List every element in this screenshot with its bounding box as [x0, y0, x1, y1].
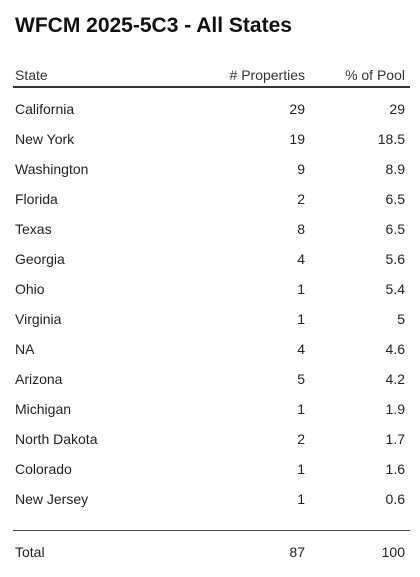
total-label: Total — [15, 544, 45, 560]
cell-state: Arizona — [15, 371, 63, 387]
header-divider — [13, 86, 410, 88]
table-row: New Jersey 1 0.6 — [13, 484, 410, 514]
cell-pct-pool: 8.9 — [385, 161, 405, 177]
column-header-pct-pool: % of Pool — [345, 67, 405, 83]
cell-state: New Jersey — [15, 491, 89, 507]
column-header-properties: # Properties — [229, 67, 305, 83]
table-row: Virginia 1 5 — [13, 304, 410, 334]
table-row: Washington 9 8.9 — [13, 154, 410, 184]
cell-state: Ohio — [15, 281, 45, 297]
total-properties: 87 — [289, 544, 305, 560]
cell-pct-pool: 1.7 — [385, 431, 405, 447]
total-row: Total 87 100 — [13, 537, 410, 567]
column-header-state: State — [15, 67, 48, 83]
table-row: NA 4 4.6 — [13, 334, 410, 364]
cell-state: NA — [15, 341, 35, 357]
cell-pct-pool: 4.2 — [385, 371, 405, 387]
cell-state: Washington — [15, 161, 89, 177]
cell-properties: 8 — [297, 221, 305, 237]
total-pct: 100 — [381, 544, 405, 560]
cell-state: Michigan — [15, 401, 72, 417]
cell-pct-pool: 5.6 — [385, 251, 405, 267]
cell-state: Georgia — [15, 251, 65, 267]
cell-pct-pool: 6.5 — [385, 191, 405, 207]
table-spacer — [13, 514, 410, 530]
cell-pct-pool: 5 — [397, 311, 405, 327]
cell-pct-pool: 1.6 — [385, 461, 405, 477]
cell-pct-pool: 4.6 — [385, 341, 405, 357]
table-row: Georgia 4 5.6 — [13, 244, 410, 274]
cell-state: Virginia — [15, 311, 62, 327]
states-table: State # Properties % of Pool California 2… — [13, 64, 410, 567]
cell-state: Texas — [15, 221, 52, 237]
cell-properties: 1 — [297, 461, 305, 477]
cell-state: New York — [15, 131, 75, 147]
cell-pct-pool: 5.4 — [385, 281, 405, 297]
page-title: WFCM 2025-5C3 - All States — [15, 14, 292, 37]
table-row: Florida 2 6.5 — [13, 184, 410, 214]
cell-pct-pool: 6.5 — [385, 221, 405, 237]
table-row: Colorado 1 1.6 — [13, 454, 410, 484]
cell-properties: 29 — [289, 101, 305, 117]
cell-state: Florida — [15, 191, 58, 207]
table-body: California 29 29 New York 19 18.5 Washington 9 8… — [13, 94, 410, 514]
table-row: Michigan 1 1.9 — [13, 394, 410, 424]
cell-properties: 1 — [297, 311, 305, 327]
cell-pct-pool: 29 — [389, 101, 405, 117]
cell-properties: 5 — [297, 371, 305, 387]
cell-properties: 1 — [297, 281, 305, 297]
cell-properties: 2 — [297, 431, 305, 447]
cell-properties: 4 — [297, 251, 305, 267]
cell-state: Colorado — [15, 461, 72, 477]
cell-properties: 2 — [297, 191, 305, 207]
table-row: California 29 29 — [13, 94, 410, 124]
cell-pct-pool: 18.5 — [377, 131, 405, 147]
total-divider — [13, 530, 410, 531]
table-row: Arizona 5 4.2 — [13, 364, 410, 394]
cell-state: California — [15, 101, 75, 117]
cell-properties: 1 — [297, 401, 305, 417]
cell-pct-pool: 0.6 — [385, 491, 405, 507]
cell-pct-pool: 1.9 — [385, 401, 405, 417]
cell-properties: 19 — [289, 131, 305, 147]
cell-properties: 9 — [297, 161, 305, 177]
cell-state: North Dakota — [15, 431, 98, 447]
table-row: Texas 8 6.5 — [13, 214, 410, 244]
table-row: New York 19 18.5 — [13, 124, 410, 154]
table-row: North Dakota 2 1.7 — [13, 424, 410, 454]
table-row: Ohio 1 5.4 — [13, 274, 410, 304]
cell-properties: 1 — [297, 491, 305, 507]
table-header: State # Properties % of Pool — [13, 64, 410, 86]
cell-properties: 4 — [297, 341, 305, 357]
